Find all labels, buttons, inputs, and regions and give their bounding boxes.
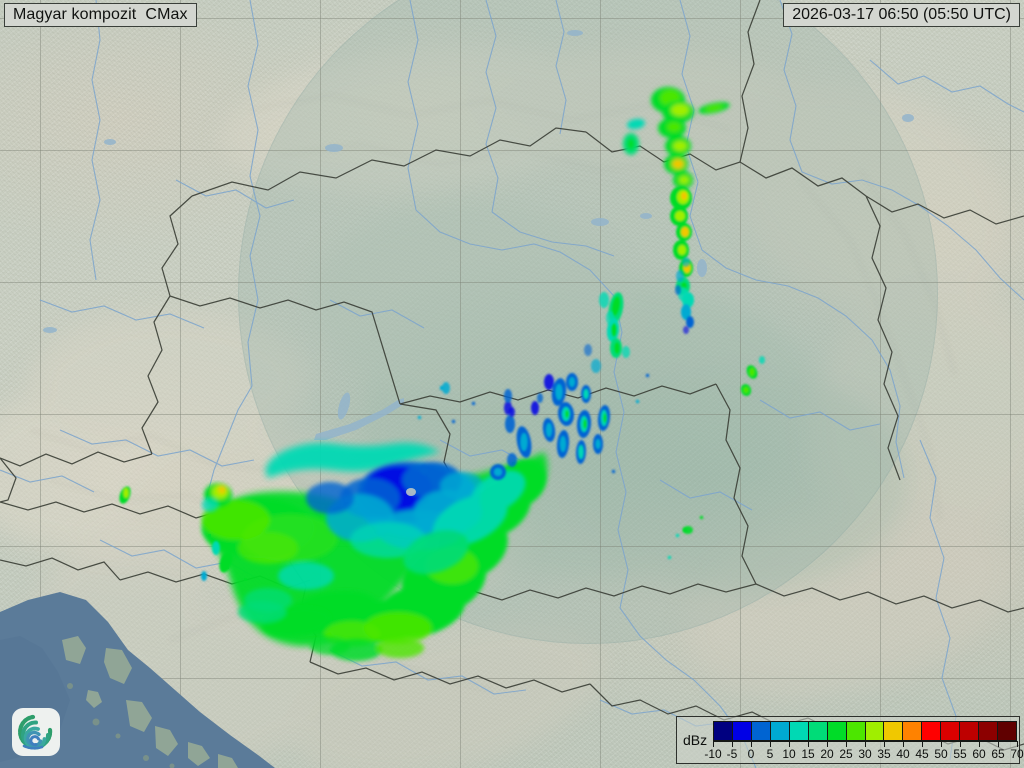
legend-swatch: [998, 722, 1016, 740]
echo-region-northeast-linear-band: [623, 87, 730, 334]
legend-tick: [979, 741, 980, 747]
legend-tick: [846, 741, 847, 747]
echo-region-small-southwest-cells: [119, 486, 233, 581]
legend-swatch: [903, 722, 923, 740]
legend-tick-label: -5: [726, 747, 738, 761]
legend-tick: [770, 741, 771, 747]
echo-region-alpine-main-band: [202, 443, 548, 661]
echo-region-southeast-dots: [668, 516, 703, 559]
legend-swatch: [884, 722, 904, 740]
legend-tick-label: 5: [766, 747, 774, 761]
legend-tick-label: 65: [991, 747, 1005, 761]
legend-tick: [903, 741, 904, 747]
echo-region-central-scattered-cells: [418, 311, 687, 537]
legend-tick-label: 0: [747, 747, 755, 761]
legend-tick: [998, 741, 999, 747]
legend-unit-label: dBz: [683, 732, 708, 748]
legend-tick-label: -10: [704, 747, 722, 761]
legend-tick: [751, 741, 752, 747]
hungaromet-spiral-logo[interactable]: [12, 708, 60, 756]
legend-swatch: [846, 722, 866, 740]
legend-tick: [808, 741, 809, 747]
legend-tick: [713, 741, 714, 747]
legend-tick: [884, 741, 885, 747]
legend-tick-label: 70: [1010, 747, 1024, 761]
legend-tick: [1017, 741, 1018, 747]
legend-tick-label: 20: [820, 747, 834, 761]
legend-tick: [789, 741, 790, 747]
legend-tick: [922, 741, 923, 747]
legend-tick: [941, 741, 942, 747]
legend-tick-label: 50: [934, 747, 948, 761]
legend-swatch: [960, 722, 980, 740]
legend-swatch: [865, 722, 885, 740]
legend-color-scale: [713, 721, 1017, 741]
legend-swatch: [732, 722, 752, 740]
legend-tick: [865, 741, 866, 747]
legend-tick-label: 35: [877, 747, 891, 761]
legend-swatch: [808, 722, 828, 740]
legend-tick-marks: [713, 741, 1018, 747]
legend-tick-label: 10: [782, 747, 796, 761]
legend-tick-label: 30: [858, 747, 872, 761]
legend-tick-label: 45: [915, 747, 929, 761]
legend-swatch: [751, 722, 771, 740]
legend-tick-labels: -10 -5 0 5 10 15 20 25 30 35 40 45 50 55 60 65 70: [677, 747, 1024, 763]
dbz-legend: dBz -10 -5 0 5 10 15 20 25 30 35 40 45 50 55 60 65 70: [676, 716, 1024, 764]
legend-tick-label: 25: [839, 747, 853, 761]
echo-region-balaton-cells: [420, 382, 515, 475]
legend-tick: [827, 741, 828, 747]
legend-swatch: [789, 722, 809, 740]
legend-swatch: [714, 722, 733, 740]
legend-tick: [732, 741, 733, 747]
timestamp-label: 2026-03-17 06:50 (05:50 UTC): [783, 3, 1020, 27]
echo-region-northeast-upper-streak: [599, 292, 630, 358]
echo-region-western-green-patch: [202, 483, 232, 512]
legend-tick: [960, 741, 961, 747]
page-title: Magyar kompozit CMax: [4, 3, 197, 27]
legend-swatch: [770, 722, 790, 740]
legend-tick-label: 60: [972, 747, 986, 761]
legend-swatch: [979, 722, 999, 740]
legend-swatch: [941, 722, 961, 740]
legend-tick-label: 55: [953, 747, 967, 761]
legend-tick-label: 15: [801, 747, 815, 761]
legend-tick-label: 40: [896, 747, 910, 761]
echo-region-east-isolated-cells: [740, 356, 765, 396]
legend-swatch: [827, 722, 847, 740]
legend-swatch: [922, 722, 942, 740]
lakes: [43, 30, 914, 440]
